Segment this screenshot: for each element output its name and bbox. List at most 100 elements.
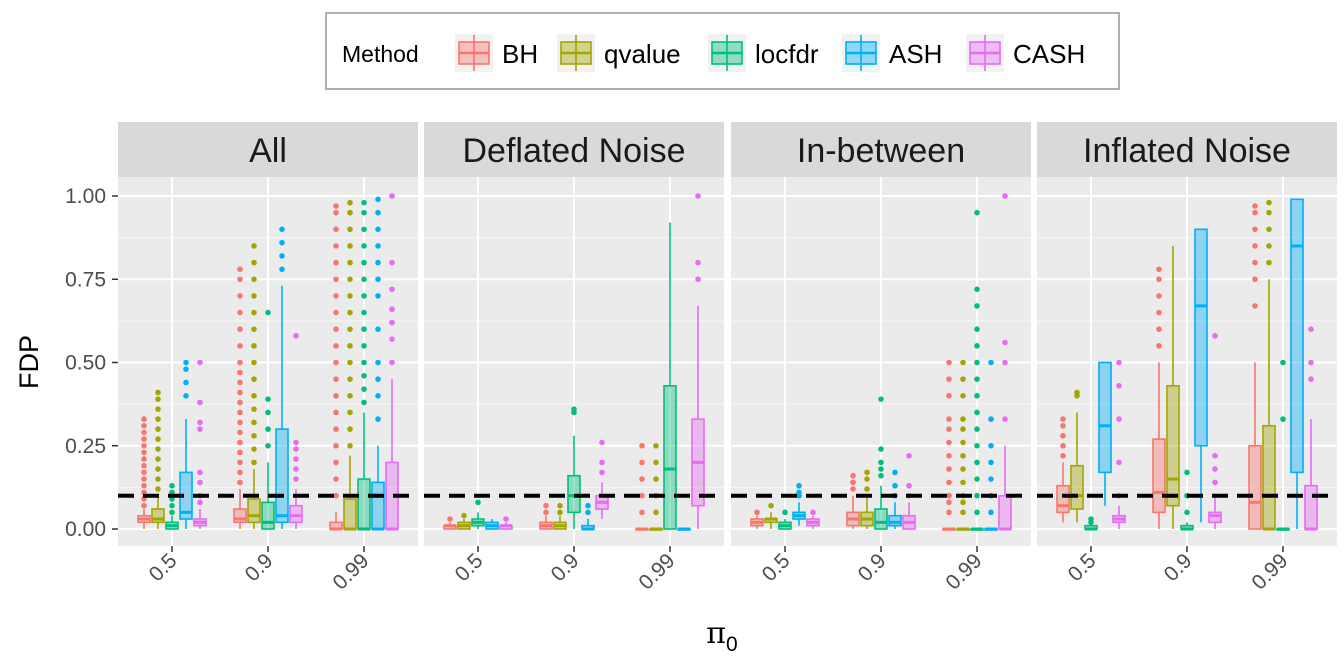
outlier-point — [906, 452, 912, 459]
outlier-point — [1308, 326, 1314, 333]
outlier-point — [599, 459, 605, 466]
outlier-point — [1088, 516, 1094, 522]
outlier-point — [892, 482, 898, 489]
outlier-point — [1280, 359, 1286, 366]
outlier-point — [265, 396, 271, 402]
outlier-point — [251, 432, 257, 439]
outlier-point — [237, 419, 243, 426]
box-cash — [1112, 359, 1126, 529]
outlier-point — [974, 286, 980, 293]
x-tick-label: 0.9 — [547, 549, 584, 586]
outlier-point — [960, 439, 966, 446]
outlier-point — [347, 359, 353, 366]
outlier-point — [141, 436, 147, 442]
outlier-point — [333, 209, 339, 216]
outlier-point — [695, 276, 701, 283]
box-iqr — [343, 498, 357, 530]
outlier-point — [1266, 199, 1272, 206]
outlier-point — [361, 386, 367, 392]
legend-label: ASH — [889, 39, 942, 69]
outlier-point — [796, 482, 802, 489]
outlier-point — [1002, 193, 1008, 199]
outlier-point — [639, 492, 645, 499]
box-iqr — [663, 385, 677, 530]
outlier-point — [782, 509, 788, 516]
box-bh — [942, 359, 956, 531]
outlier-point — [653, 459, 659, 466]
facet-panel: In-between 0.5 0.9 0.99 — [731, 122, 1031, 594]
outlier-point — [960, 426, 966, 432]
outlier-point — [389, 193, 395, 199]
outlier-point — [333, 309, 339, 316]
box-ash — [1194, 228, 1208, 523]
outlier-point — [141, 462, 147, 469]
outlier-point — [974, 476, 980, 482]
outlier-point — [333, 293, 339, 299]
x-tick-label: 0.5 — [451, 549, 488, 586]
box-iqr — [1056, 484, 1070, 514]
outlier-point — [447, 516, 453, 522]
outlier-point — [251, 459, 257, 466]
outlier-point — [183, 359, 189, 366]
outlier-point — [389, 259, 395, 266]
outlier-point — [1252, 303, 1258, 309]
outlier-point — [251, 376, 257, 382]
box-iqr — [371, 481, 385, 530]
x-tick-label: 0.99 — [941, 549, 986, 594]
box-ash — [984, 359, 998, 531]
box-locfdr — [874, 396, 888, 530]
box-cash — [595, 439, 609, 520]
outlier-point — [237, 429, 243, 436]
outlier-point — [361, 326, 367, 333]
outlier-point — [557, 509, 563, 516]
box-qvalue — [457, 512, 471, 530]
box-ash — [179, 359, 193, 529]
outlier-point — [1212, 466, 1218, 472]
legend-label: qvalue — [604, 39, 681, 69]
outlier-point — [653, 442, 659, 449]
outlier-point — [974, 509, 980, 516]
outlier-point — [251, 406, 257, 412]
outlier-point — [375, 359, 381, 366]
outlier-point — [197, 499, 203, 506]
box-qvalue — [247, 243, 261, 529]
grid — [1037, 177, 1337, 546]
outlier-point — [1156, 309, 1162, 316]
facet-panel: Inflated Noise 0.5 0.9 0.99 — [1037, 122, 1337, 594]
box-cash — [691, 193, 705, 529]
outlier-point — [347, 259, 353, 266]
box-ash — [581, 502, 595, 531]
outlier-point — [155, 396, 161, 402]
outlier-point — [878, 472, 884, 479]
boxes — [137, 193, 399, 531]
facet-strip — [731, 122, 1031, 177]
outlier-point — [639, 509, 645, 516]
outlier-point — [1116, 416, 1122, 422]
outlier-point — [1060, 416, 1066, 422]
facet-strip-label: Inflated Noise — [1083, 132, 1291, 170]
outlier-point — [375, 393, 381, 399]
outlier-point — [1156, 343, 1162, 349]
outlier-point — [946, 479, 952, 486]
box-iqr — [1098, 361, 1112, 474]
facet-strip-label: In-between — [797, 132, 965, 170]
outlier-point — [796, 489, 802, 496]
y-axis-title: FDP — [14, 335, 44, 389]
outlier-point — [1252, 203, 1258, 209]
box-iqr — [998, 494, 1012, 530]
outlier-point — [974, 343, 980, 349]
boxes — [1056, 198, 1318, 531]
outlier-point — [1266, 226, 1272, 233]
outlier-point — [960, 479, 966, 486]
box-iqr — [261, 501, 275, 530]
outlier-point — [141, 422, 147, 429]
outlier-point — [169, 482, 175, 489]
box-iqr — [1152, 438, 1166, 514]
outlier-point — [1060, 452, 1066, 459]
outlier-point — [141, 442, 147, 449]
outlier-point — [946, 509, 952, 516]
outlier-point — [237, 409, 243, 416]
x-tick-label: 0.5 — [1064, 549, 1101, 586]
outlier-point — [639, 459, 645, 466]
outlier-point — [960, 376, 966, 382]
